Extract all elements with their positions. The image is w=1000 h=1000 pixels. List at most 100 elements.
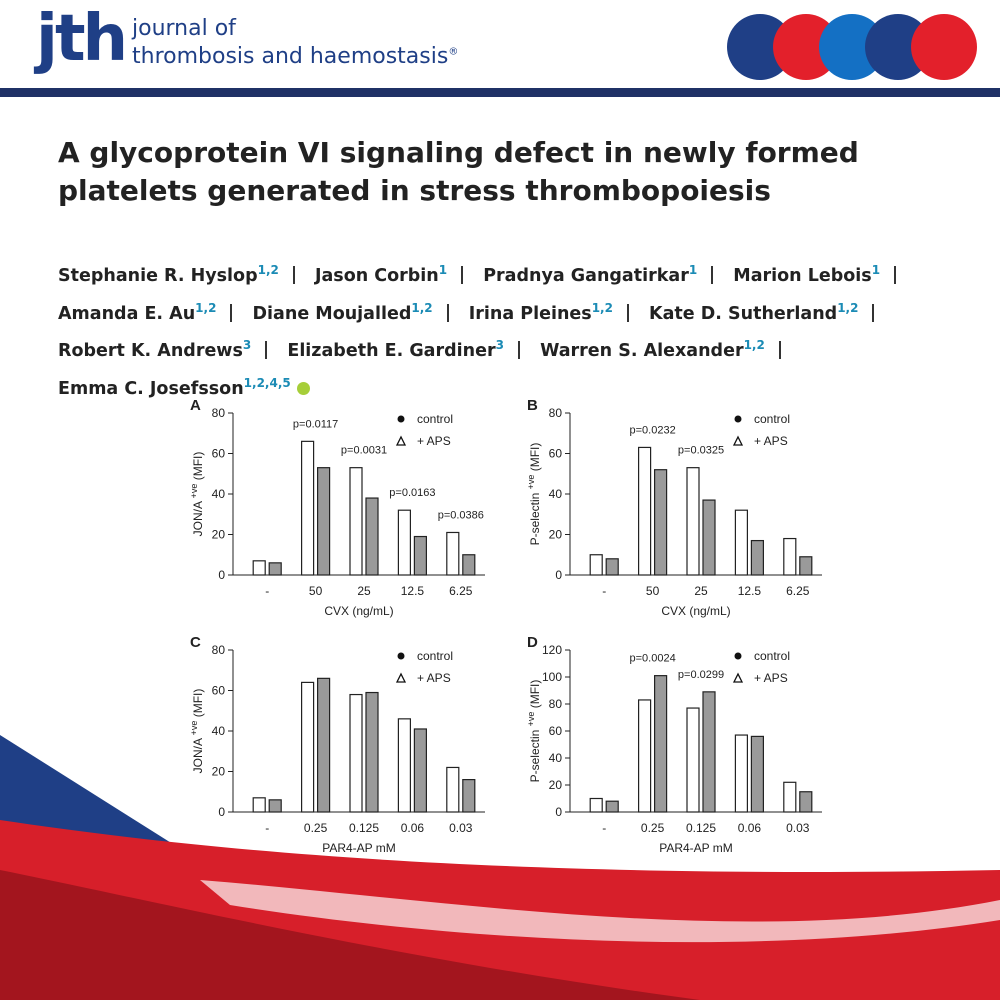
bar [268,799,282,813]
legend-marker [397,652,405,660]
bar [446,766,460,813]
p-value: p=0.0031 [341,445,387,457]
author: Warren S. Alexander1,2 [540,338,765,362]
author: Kate D. Sutherland1,2 [649,300,859,324]
author-name: Irina Pleines [468,303,592,324]
legend-label: control [417,649,453,663]
legend-marker [395,672,407,683]
author-name: Amanda E. Au [58,303,196,324]
bar [637,446,652,576]
legend-marker [732,435,744,446]
bar [783,537,797,576]
y-tick-label: 40 [549,751,563,765]
affiliation: 1,2,4,5 [243,376,291,391]
deco-circle [911,14,977,80]
bar [637,699,652,813]
panel-label: B [527,398,538,414]
x-tick-label: 0.25 [641,821,665,835]
x-axis-label: CVX (ng/mL) [661,604,730,618]
y-axis-label: P-selectin +ve (MFI) [526,680,542,783]
p-value: p=0.0299 [678,669,724,681]
journal-name: thrombosis and haemostasis [132,44,449,69]
deco-circle [727,14,793,80]
y-tick-label: 0 [555,568,562,582]
x-tick-label: - [265,584,269,598]
y-axis-label-part: (MFI) [191,689,205,721]
bar [317,677,331,813]
journal-logo: jth [36,2,128,76]
bar [750,539,764,576]
y-axis-label: JON/A +ve (MFI) [189,452,205,537]
x-tick-label: 6.25 [786,584,810,598]
bar [252,560,266,576]
journal-name: journal of [132,16,236,41]
deco-circle [865,14,931,80]
affiliation: 3 [495,338,504,353]
author-name: Emma C. Josefsson [58,379,244,400]
bar [605,558,619,576]
y-tick-label: 0 [555,805,562,819]
y-axis-label: JON/A +ve (MFI) [189,689,205,774]
y-axis-label-part: (MFI) [528,443,542,475]
legend-marker [395,435,407,446]
chart: B P-selectin +ve (MFI) 0 20 40 60 80 - 50 25 12.5 6… [526,398,822,618]
panel-label: A [190,398,201,414]
x-tick-label: 50 [646,584,660,598]
bar [349,467,363,576]
bar [589,797,603,813]
x-tick-label: 0.25 [304,821,328,835]
affiliation: 3 [242,338,252,353]
x-tick-label: 12.5 [401,584,425,598]
header-band [0,88,1000,97]
y-tick-label: 20 [212,765,226,779]
chart: D P-selectin +ve (MFI) 0 20 40 60 80 100 120 - 0.2… [526,635,822,855]
separator [461,265,464,284]
affiliation: 1,2 [837,300,859,315]
legend-marker [732,672,744,683]
y-tick-label: 60 [549,447,563,461]
chart: A JON/A +ve (MFI) 0 20 40 60 80 - 50 25 12.5 6.25 CV… [189,398,485,618]
bar [799,791,813,813]
author: Marion Lebois1 [733,263,880,286]
y-tick-label: 80 [212,406,226,420]
bar [300,681,315,813]
x-tick-label: - [602,821,606,835]
legend-marker [397,415,405,423]
author-name: Kate D. Sutherland [649,303,838,324]
x-tick-label: 0.06 [401,821,425,835]
y-tick-label: 80 [549,697,563,711]
separator [292,265,295,284]
y-axis-label-part: P-selectin [528,489,542,545]
y-axis-label-part: (MFI) [528,680,542,712]
y-axis-label-part: +ve [189,484,199,499]
legend-label: + APS [417,434,451,448]
panel-label: C [190,635,201,651]
author: Emma C. Josefsson1,2,4,5 [58,376,310,400]
y-axis-label: P-selectin +ve (MFI) [526,443,542,546]
p-value: p=0.0386 [438,509,484,521]
bar [397,509,411,576]
author-name: Pradnya Gangatirkar [483,265,689,286]
p-value: p=0.0117 [293,418,338,430]
affiliation: 1,2 [743,338,765,353]
y-tick-label: 60 [212,447,226,461]
article-title: A glycoprotein VI signaling defect in ne… [58,136,859,207]
separator [446,303,449,322]
author-name: Marion Lebois [733,265,872,286]
affiliation: 1,2 [257,263,279,277]
deco-circle [819,14,885,80]
x-axis-label: CVX (ng/mL) [324,604,393,618]
x-tick-label: 6.25 [449,584,473,598]
bar [702,499,716,576]
author: Irina Pleines1,2 [468,301,613,324]
y-tick-label: 80 [549,406,563,420]
bar [300,440,315,576]
y-tick-label: 0 [218,568,225,582]
deco-circle [773,14,839,80]
y-tick-label: 40 [549,487,563,501]
x-tick-label: 12.5 [738,584,762,598]
bar [589,554,603,576]
author: Jason Corbin1 [315,263,447,286]
